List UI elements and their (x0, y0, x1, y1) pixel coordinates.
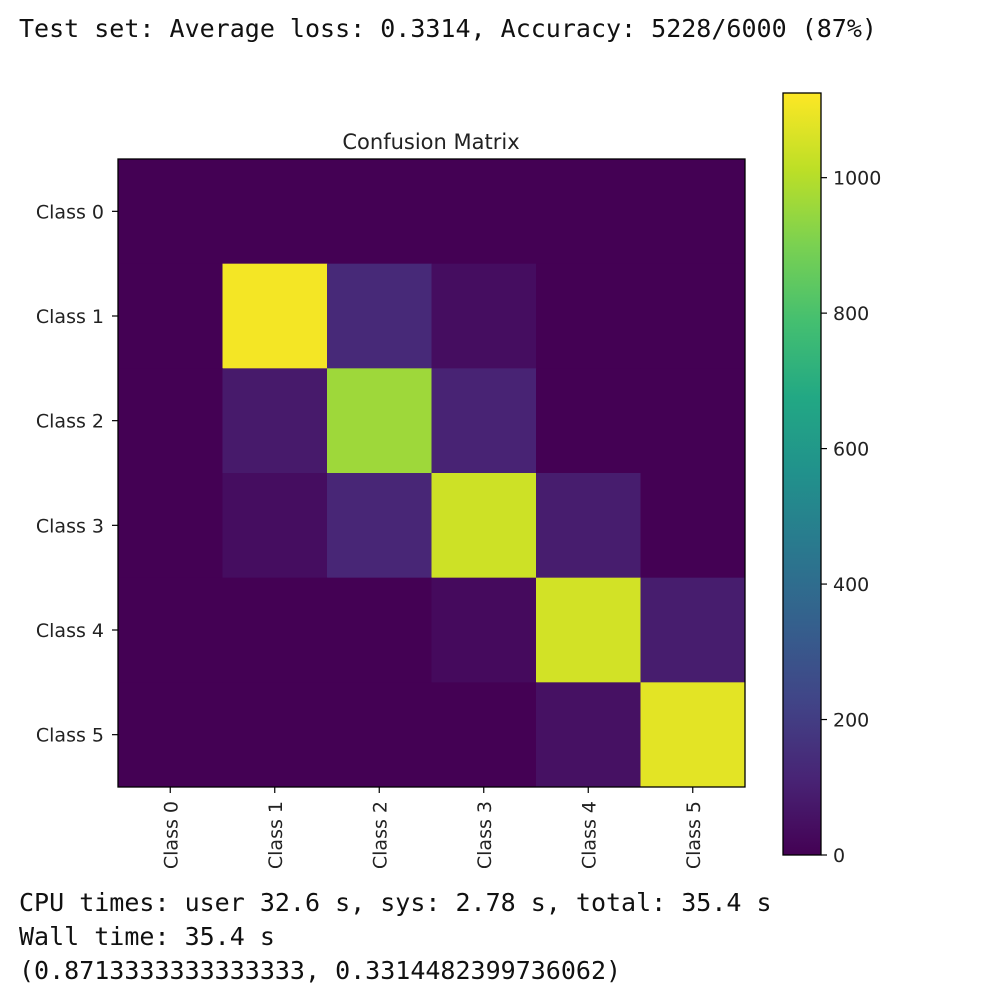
x-tick-label: Class 5 (683, 801, 705, 869)
y-tick-label: Class 5 (36, 725, 104, 747)
x-tick-label: Class 1 (265, 801, 287, 869)
x-tick-label: Class 0 (160, 801, 182, 869)
y-tick-label: Class 3 (36, 515, 104, 537)
x-tick-label: Class 2 (369, 801, 391, 869)
heatmap-cell (536, 682, 641, 788)
heatmap-cell (536, 577, 641, 683)
heatmap-cell (536, 473, 641, 579)
heatmap-cell (431, 263, 537, 369)
heatmap-cell (327, 577, 432, 683)
heatmap-cell (536, 159, 641, 265)
colorbar-tick-label: 800 (833, 303, 869, 325)
heatmap-cell (640, 473, 746, 579)
colorbar-ticks: 0 200 400 600 800 1000 (821, 168, 881, 867)
heatmap-cell (327, 682, 432, 788)
heatmap-cell (118, 682, 223, 788)
heatmap-cell (118, 577, 223, 683)
y-tick-label: Class 1 (36, 306, 104, 328)
x-axis-ticks: Class 0 Class 1 Class 2 Class 3 Class 4 Class… (160, 787, 705, 869)
plot-frame (117, 158, 746, 788)
heatmap-cell (118, 263, 223, 369)
heatmap-cell (536, 263, 641, 369)
x-tick-label: Class 4 (578, 801, 600, 869)
heatmap-cell (222, 473, 328, 579)
heatmap-cell (327, 263, 432, 369)
y-tick-label: Class 4 (36, 620, 104, 642)
heatmap-cell (222, 577, 328, 683)
heatmap-cell (118, 159, 223, 265)
heatmap-cell (431, 473, 537, 579)
heatmap-cell (118, 473, 223, 579)
colorbar-tick-label: 600 (833, 439, 869, 461)
heatmap-cell (327, 159, 432, 265)
heatmap-cell (222, 682, 328, 788)
heatmap-cell (431, 577, 537, 683)
heatmap-cell (118, 368, 223, 474)
x-tick-label: Class 3 (474, 801, 496, 869)
heatmap-cell (222, 159, 328, 265)
heatmap-cell (640, 682, 746, 788)
heatmap-cell (640, 368, 746, 474)
y-tick-label: Class 0 (36, 201, 104, 223)
heatmap-cell (222, 368, 328, 474)
test-result-line: Test set: Average loss: 0.3314, Accuracy… (19, 14, 877, 43)
heatmap-cell (431, 682, 537, 788)
result-tuple-line: (0.8713333333333333, 0.3314482399736062) (19, 956, 622, 985)
heatmap-cell (640, 263, 746, 369)
colorbar-tick-label: 400 (833, 574, 869, 596)
colorbar-tick-label: 0 (833, 845, 845, 867)
heatmap-cell (327, 368, 432, 474)
wall-time-line: Wall time: 35.4 s (19, 922, 275, 951)
heatmap-cell (327, 473, 432, 579)
heatmap-cell (431, 159, 537, 265)
chart-title: Confusion Matrix (342, 130, 519, 154)
cpu-times-line: CPU times: user 32.6 s, sys: 2.78 s, tot… (19, 888, 772, 917)
heatmap-cell (640, 577, 746, 683)
y-tick-label: Class 2 (36, 411, 104, 433)
heatmap-cell (536, 368, 641, 474)
y-axis-ticks: Class 0 Class 1 Class 2 Class 3 Class 4 Class… (36, 201, 118, 747)
colorbar (782, 92, 822, 856)
colorbar-tick-label: 1000 (833, 168, 881, 190)
colorbar-tick-label: 200 (833, 710, 869, 732)
heatmap-cells (118, 159, 746, 788)
heatmap-cell (640, 159, 746, 265)
heatmap-cell (222, 263, 328, 369)
heatmap-cell (431, 368, 537, 474)
